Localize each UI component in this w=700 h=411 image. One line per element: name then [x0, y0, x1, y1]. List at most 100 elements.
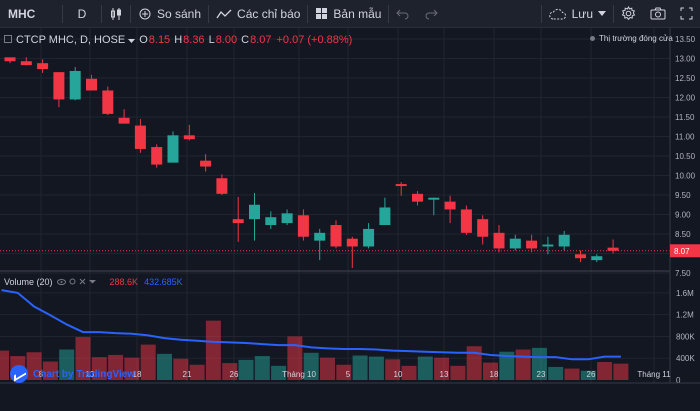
volume-tick-label: 0 — [676, 376, 681, 385]
volume-settings-icon[interactable] — [69, 277, 76, 287]
top-toolbar: MHC D So sánh Các chỉ báo Bản mẫu — [0, 0, 700, 28]
redo-icon — [424, 8, 439, 20]
time-tick-label: 5 — [346, 370, 351, 379]
price-tick-label: 10.00 — [675, 172, 696, 181]
candle-body — [509, 238, 521, 249]
price-tick-label: 11.00 — [675, 133, 695, 142]
price-tick-label: 12.00 — [675, 94, 696, 103]
candle-body — [53, 72, 65, 100]
candle-body — [118, 117, 130, 124]
settings-button[interactable] — [614, 0, 643, 28]
open-value: 8.15 — [148, 34, 171, 46]
time-tick-label: 18 — [490, 370, 499, 379]
high-value: 8.36 — [183, 34, 205, 46]
price-tick-label: 9.50 — [675, 191, 691, 200]
chart-canvas[interactable]: 13.50 13.00 12.50 12.00 11.50 11.00 10.50 10.00… — [0, 28, 700, 411]
volume-bar — [564, 368, 580, 380]
interval-button[interactable]: D — [77, 6, 87, 21]
toolbar-divider — [101, 4, 102, 23]
redo-button[interactable] — [417, 0, 445, 28]
time-tick-label: 18 — [133, 370, 142, 379]
undo-button[interactable] — [389, 0, 417, 28]
time-tick-label: Tháng 10 — [282, 370, 316, 379]
volume-bar — [238, 359, 254, 380]
candle-body — [102, 90, 114, 114]
volume-bar — [401, 365, 417, 380]
candle-body — [167, 135, 179, 163]
time-tick-label: 26 — [587, 370, 596, 379]
volume-legend[interactable]: Volume (20) 288.6K 432.685K — [4, 277, 183, 287]
tradingview-branding[interactable]: Chart by TradingView — [10, 365, 135, 383]
toolbar-divider — [62, 4, 63, 23]
market-status: Thị trường đóng cửa — [590, 34, 673, 43]
volume-bar — [515, 349, 531, 380]
volume-bar — [157, 353, 172, 380]
volume-remove-icon[interactable] — [79, 277, 86, 287]
volume-bar — [417, 356, 433, 380]
market-status-dot-icon — [590, 36, 595, 41]
indicators-icon — [216, 8, 232, 20]
candle-body — [4, 57, 16, 62]
chevron-down-icon — [598, 11, 606, 16]
indicators-button[interactable]: Các chỉ báo — [209, 0, 307, 28]
toolbar-divider — [208, 4, 210, 23]
fullscreen-button[interactable] — [673, 0, 700, 28]
volume-bar — [580, 370, 596, 380]
candle-body — [607, 247, 619, 251]
symbol-search[interactable]: MHC — [8, 6, 36, 21]
main-legend[interactable]: CTCP MHC, D, HOSE O 8.15 H 8.36 L 8.00 C 8.0… — [4, 34, 352, 46]
toolbar-divider — [540, 4, 542, 23]
volume-legend-label: Volume (20) — [4, 277, 53, 287]
toolbar-divider — [388, 4, 390, 23]
compare-button[interactable]: So sánh — [131, 0, 208, 28]
volume-bar — [336, 364, 352, 380]
snapshot-button[interactable] — [643, 0, 673, 28]
volume-bar — [173, 358, 189, 380]
volume-more-icon[interactable] — [88, 277, 96, 287]
templates-button[interactable]: Bản mẫu — [308, 0, 388, 28]
market-status-label: Thị trường đóng cửa — [599, 34, 673, 43]
indicators-label: Các chỉ báo — [237, 6, 301, 21]
price-tick-label: 7.50 — [675, 269, 691, 278]
time-tick-label: Tháng 11 — [637, 370, 671, 379]
candle-body — [395, 184, 407, 187]
volume-bar — [0, 350, 9, 380]
candle-body — [297, 215, 309, 237]
candle-body — [363, 228, 375, 247]
volume-bar — [597, 362, 613, 380]
volume-series — [0, 320, 629, 380]
legend-chevron-down-icon — [128, 34, 136, 46]
volume-bar — [91, 357, 107, 380]
volume-bar — [434, 357, 450, 380]
chart-type-button[interactable] — [102, 0, 130, 28]
volume-bar — [108, 354, 124, 380]
volume-bar — [124, 357, 140, 380]
volume-axis: 1.6M 1.2M 800K 400K 0 — [676, 289, 695, 385]
volume-value: 288.6K — [109, 277, 139, 287]
symbol-title[interactable]: CTCP MHC, D, HOSE — [16, 34, 126, 46]
candle-body — [493, 232, 505, 249]
candle-body — [249, 204, 260, 220]
candle-body — [200, 160, 212, 167]
volume-bar — [59, 349, 75, 380]
save-button[interactable]: Lưu — [542, 0, 613, 28]
low-key: L — [208, 34, 215, 46]
candle-body — [477, 219, 489, 237]
toolbar-divider — [130, 4, 131, 23]
high-key: H — [174, 34, 183, 46]
volume-bar — [483, 362, 498, 380]
eye-icon[interactable] — [56, 277, 66, 287]
volume-bar — [450, 365, 466, 380]
time-tick-label: 13 — [440, 370, 449, 379]
compare-label: So sánh — [157, 6, 202, 21]
volume-ma-value: 432.685K — [144, 277, 183, 287]
collapse-icon[interactable] — [4, 34, 12, 46]
candle-body — [183, 135, 195, 140]
price-tick-label: 11.50 — [675, 113, 695, 122]
gear-icon — [621, 6, 636, 21]
volume-bar — [205, 320, 221, 380]
save-label: Lưu — [571, 6, 593, 21]
volume-bar — [548, 366, 564, 380]
volume-tick-label: 800K — [676, 332, 695, 341]
time-tick-label: 13 — [86, 370, 95, 379]
